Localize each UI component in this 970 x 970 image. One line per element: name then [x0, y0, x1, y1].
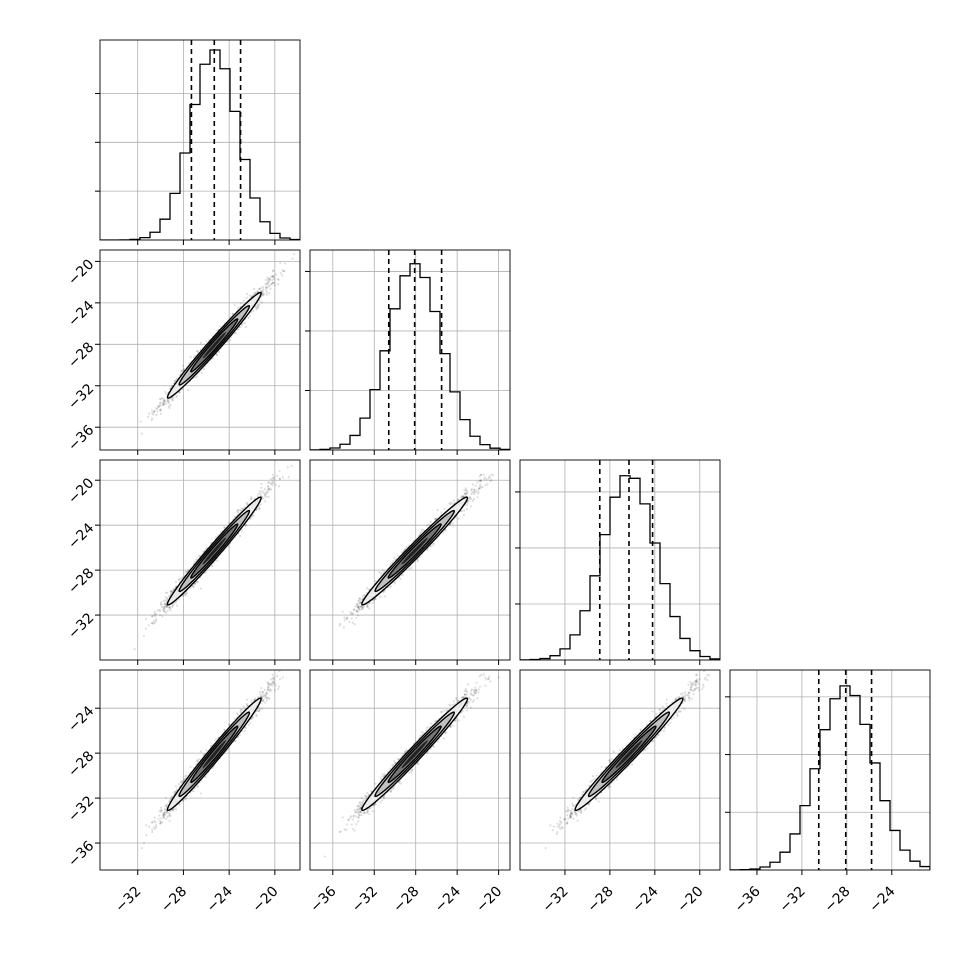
scatter-points [338, 473, 495, 629]
x-tick-label: −36 [307, 883, 339, 915]
hist-panel-2 [515, 459, 721, 665]
panel-frame [309, 249, 511, 451]
contour-line [601, 725, 657, 784]
x-tick-label: −32 [349, 884, 381, 916]
contour-line [178, 711, 251, 798]
panel-frame [729, 669, 931, 871]
contour-line [374, 509, 456, 593]
scatter-panel-1-0: −20 −24 −28 −32 −36 [65, 249, 301, 455]
contour-line [361, 496, 469, 606]
density-level [401, 537, 428, 565]
density-level [202, 740, 226, 769]
panel-frame [99, 459, 301, 661]
y-tick-label: −24 [65, 520, 97, 552]
contour-line [190, 523, 239, 579]
panel-frame [99, 669, 301, 871]
contour-line [178, 509, 251, 593]
contour-line [361, 697, 469, 812]
hist-panel-0 [95, 39, 301, 245]
y-tick-label: −36 [65, 422, 97, 454]
panel-frame [309, 669, 511, 871]
x-tick-label: −20 [473, 884, 505, 916]
contour-line [190, 318, 239, 373]
scatter-points [544, 670, 711, 850]
contour-line [574, 697, 684, 812]
panel-frame [99, 39, 301, 241]
scatter-points [140, 670, 284, 850]
hist-panel-3: −36 −32 −28 −24 [725, 669, 931, 916]
panel-frame [99, 249, 301, 451]
x-tick-label: −28 [585, 884, 617, 916]
panel-frame [519, 669, 721, 871]
density-level [401, 740, 428, 769]
y-tick-label: −20 [65, 475, 97, 507]
hist-panel-1 [305, 249, 511, 455]
x-tick-label: −28 [158, 884, 190, 916]
scatter-points [323, 673, 500, 858]
density-level [615, 740, 643, 769]
y-tick-label: −24 [65, 703, 97, 735]
x-tick-label: −32 [540, 884, 572, 916]
contour-line [387, 725, 442, 784]
contour-line [587, 711, 671, 798]
scatter-panel-2-1 [309, 459, 511, 665]
x-tick-label: −20 [674, 884, 706, 916]
y-tick-label: −24 [65, 298, 97, 330]
x-tick-label: −32 [112, 884, 144, 916]
scatter-points [133, 464, 293, 651]
panel-frame [519, 459, 721, 661]
y-tick-label: −28 [65, 748, 97, 780]
scatter-panel-2-0: −20 −24 −28 −32 [65, 459, 301, 665]
contour-line [166, 697, 262, 812]
x-tick-label: −36 [732, 883, 764, 915]
y-tick-label: −32 [65, 381, 97, 413]
histogram-bars [730, 685, 930, 870]
y-tick-label: −32 [65, 610, 97, 642]
histogram-bars [310, 263, 510, 450]
panel-frame [309, 459, 511, 661]
scatter-panel-3-0: −24 −28 −32 −36 −32 −28 −24 −20 [65, 669, 301, 916]
y-tick-label: −32 [65, 793, 97, 825]
x-tick-label: −20 [249, 884, 281, 916]
contour-line [166, 291, 262, 399]
x-tick-label: −28 [390, 884, 422, 916]
contour-line [178, 304, 251, 386]
x-tick-label: −24 [629, 883, 661, 915]
contour-line [387, 523, 442, 579]
x-tick-label: −24 [204, 883, 236, 915]
density-level [202, 537, 226, 565]
contour-line [190, 725, 239, 784]
contour-line [374, 711, 456, 798]
x-tick-label: −28 [821, 884, 853, 916]
y-tick-label: −28 [65, 339, 97, 371]
y-tick-label: −36 [65, 838, 97, 870]
y-tick-label: −28 [65, 565, 97, 597]
scatter-panel-3-1: −36 −32 −28 −24 −20 [307, 669, 511, 916]
scatter-panel-3-2: −32 −28 −24 −20 [519, 669, 721, 916]
y-tick-label: −20 [65, 256, 97, 288]
x-tick-label: −24 [432, 883, 464, 915]
histogram-bars [100, 49, 300, 240]
contour-line [166, 496, 262, 606]
density-level [202, 332, 226, 359]
scatter-points [139, 253, 296, 435]
x-tick-label: −24 [866, 883, 898, 915]
histogram-bars [520, 475, 720, 660]
x-tick-label: −32 [777, 884, 809, 916]
